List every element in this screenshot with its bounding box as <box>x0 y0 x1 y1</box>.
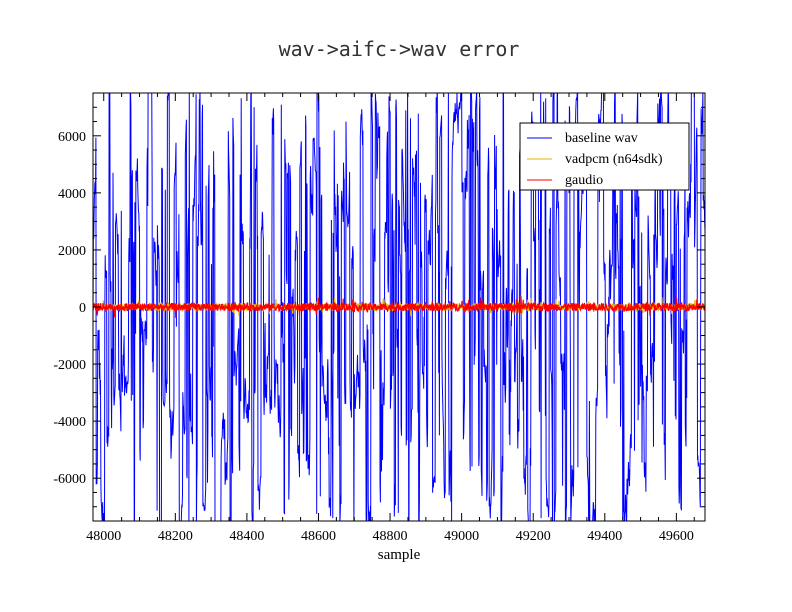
x-tick-label: 48200 <box>158 529 193 544</box>
y-tick-label: 4000 <box>58 187 86 202</box>
legend-label-1: vadpcm (n64sdk) <box>565 152 663 167</box>
x-tick-label: 48800 <box>373 529 408 544</box>
x-axis-label: sample <box>378 547 421 563</box>
x-tick-label: 48000 <box>86 529 121 544</box>
legend-label-0: baseline wav <box>565 131 638 146</box>
series-line-2 <box>93 295 705 318</box>
axis-ticks: 48000 48200 48400 48600 48800 49000 49200 49400… <box>53 92 705 544</box>
y-tick-label: -6000 <box>53 472 86 487</box>
y-tick-label: -2000 <box>53 358 86 373</box>
legend-label-2: gaudio <box>565 173 603 188</box>
y-tick-label: 2000 <box>58 244 86 259</box>
y-tick-label: 0 <box>79 301 86 316</box>
x-tick-label: 48400 <box>229 529 264 544</box>
legend: baseline wav vadpcm (n64sdk) gaudio <box>519 122 690 191</box>
y-tick-label: -4000 <box>53 415 86 430</box>
chart-title: wav->aifc->wav error <box>279 37 520 61</box>
x-tick-label: 49200 <box>516 529 551 544</box>
y-tick-label: 6000 <box>58 130 86 145</box>
x-tick-label: 49000 <box>444 529 479 544</box>
series-line-0 <box>93 93 705 521</box>
x-tick-label: 49600 <box>659 529 694 544</box>
legend-box <box>519 122 690 191</box>
x-tick-label: 49400 <box>587 529 622 544</box>
plot-series-layer <box>93 93 705 521</box>
x-tick-label: 48600 <box>301 529 336 544</box>
